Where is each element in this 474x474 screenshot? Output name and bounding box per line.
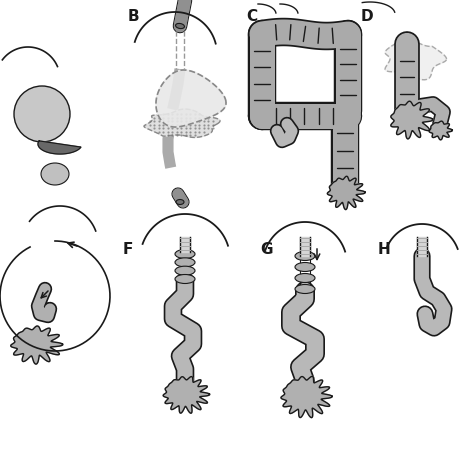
Ellipse shape bbox=[295, 273, 315, 283]
Polygon shape bbox=[38, 141, 81, 154]
Polygon shape bbox=[429, 121, 452, 140]
Ellipse shape bbox=[295, 252, 315, 261]
Ellipse shape bbox=[175, 274, 195, 283]
Polygon shape bbox=[281, 376, 332, 418]
Text: G: G bbox=[260, 242, 273, 257]
Polygon shape bbox=[328, 176, 365, 210]
Text: H: H bbox=[378, 242, 391, 257]
Ellipse shape bbox=[175, 23, 184, 28]
Polygon shape bbox=[385, 38, 447, 80]
Ellipse shape bbox=[175, 258, 195, 267]
Ellipse shape bbox=[175, 266, 195, 275]
Text: D: D bbox=[361, 9, 374, 24]
Ellipse shape bbox=[175, 249, 195, 258]
Ellipse shape bbox=[295, 263, 315, 272]
Polygon shape bbox=[391, 101, 433, 139]
Ellipse shape bbox=[176, 200, 184, 204]
Text: B: B bbox=[127, 9, 139, 24]
Ellipse shape bbox=[41, 163, 69, 185]
Circle shape bbox=[14, 86, 70, 142]
Polygon shape bbox=[11, 326, 63, 364]
Polygon shape bbox=[156, 70, 226, 127]
Polygon shape bbox=[144, 109, 220, 137]
Polygon shape bbox=[163, 376, 210, 413]
Text: C: C bbox=[246, 9, 257, 24]
Ellipse shape bbox=[295, 284, 315, 293]
Text: F: F bbox=[123, 242, 133, 257]
